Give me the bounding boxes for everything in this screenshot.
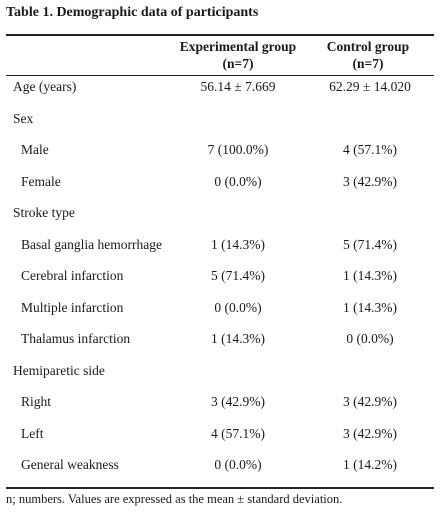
table-row: Female 0 (0.0%) 3 (42.9%) [0,172,440,192]
experimental-value: 5 (71.4%) [211,268,265,283]
table-row: Sex [0,109,440,129]
header-experimental-n: (n=7) [222,56,254,71]
header-control-label: Control group [326,39,410,54]
row-label: Age (years) [13,79,77,94]
table-row: Stroke type [0,203,440,223]
header-control: Control group (n=7) [316,38,420,72]
experimental-value: 7 (100.0%) [207,142,269,157]
table-row: Multiple infarction 0 (0.0%) 1 (14.3%) [0,298,440,318]
control-value: 3 (42.9%) [343,394,397,409]
table-row: Male 7 (100.0%) 4 (57.1%) [0,140,440,160]
control-value: 1 (14.3%) [343,268,397,283]
row-label: Multiple infarction [21,299,124,315]
control-value: 3 (42.9%) [343,425,397,441]
table-row: Right 3 (42.9%) 3 (42.9%) [0,392,440,412]
control-value: 1 (14.2%) [343,457,397,472]
header-rule [6,75,434,76]
header-experimental: Experimental group (n=7) [172,38,304,72]
table-row: Age (years) 56.14 ± 7.669 62.29 ± 14.020 [0,77,440,97]
experimental-value: 0 (0.0%) [214,173,262,189]
header-experimental-label: Experimental group [179,39,297,54]
experimental-value: 0 (0.0%) [214,457,262,472]
control-value: 3 (42.9%) [343,173,397,189]
row-label: Male [21,142,49,157]
table-caption: Table 1. Demographic data of participant… [6,5,259,20]
row-label: General weakness [21,457,119,472]
row-label: Stroke type [13,205,75,220]
table-row: Thalamus infarction 1 (14.3%) 0 (0.0%) [0,329,440,349]
top-rule [6,34,434,36]
experimental-value: 1 (14.3%) [211,236,265,252]
row-label: Hemiparetic side [13,362,105,378]
control-value: 5 (71.4%) [343,236,397,252]
row-label: Cerebral infarction [21,268,124,283]
control-value: 1 (14.3%) [343,299,397,315]
experimental-value: 3 (42.9%) [211,394,265,409]
row-label: Basal ganglia hemorrhage [21,236,162,252]
table-row: Basal ganglia hemorrhage 1 (14.3%) 5 (71.4… [0,235,440,255]
header-control-n: (n=7) [352,56,384,71]
experimental-value: 56.14 ± 7.669 [200,79,276,94]
table-footnote: n; numbers. Values are expressed as the … [6,492,343,506]
control-value: 62.29 ± 14.020 [329,79,411,94]
table-row: Left 4 (57.1%) 3 (42.9%) [0,424,440,444]
bottom-rule [6,487,434,489]
experimental-value: 4 (57.1%) [211,425,265,441]
table-row: Cerebral infarction 5 (71.4%) 1 (14.3%) [0,266,440,286]
row-label: Sex [13,110,34,126]
row-label: Thalamus infarction [21,331,131,346]
experimental-value: 0 (0.0%) [214,299,262,315]
experimental-value: 1 (14.3%) [211,331,265,346]
control-value: 4 (57.1%) [343,142,397,157]
row-label: Left [21,425,44,441]
row-label: Right [21,394,52,409]
table-row: General weakness 0 (0.0%) 1 (14.2%) [0,455,440,475]
row-label: Female [21,173,61,189]
control-value: 0 (0.0%) [346,331,394,346]
table-row: Hemiparetic side [0,361,440,381]
